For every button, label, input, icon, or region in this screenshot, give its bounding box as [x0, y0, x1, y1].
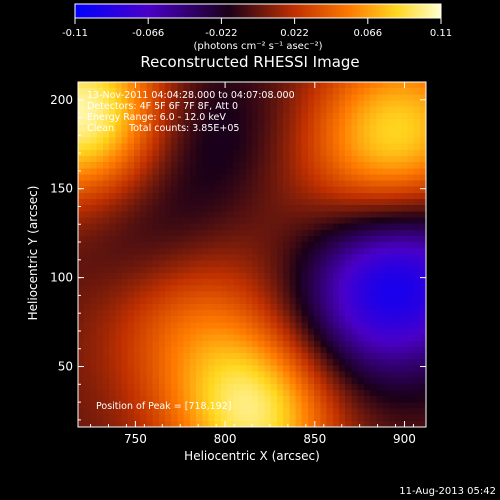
y-tick-label: 200 — [50, 93, 73, 107]
y-tick-label: 150 — [50, 182, 73, 196]
info-time-range: 13-Nov-2011 04:04:28.000 to 04:07:08.000 — [87, 90, 295, 101]
plot-area: 750 800 850 900 50 100 150 200 — [50, 81, 427, 446]
y-tick-label: 50 — [58, 360, 73, 374]
colorbar-tick-label: -0.066 — [132, 28, 164, 39]
info-detectors: Detectors: 4F 5F 6F 7F 8F, Att 0 — [87, 101, 238, 112]
colorbar: -0.11 -0.066 -0.022 0.022 0.066 0.11 (photons… — [62, 3, 452, 52]
info-counts: Clean Total counts: 3.85E+05 — [87, 123, 239, 134]
x-axis: 750 800 850 900 — [90, 82, 416, 446]
x-tick-label: 850 — [303, 432, 326, 446]
colorbar-unit-label: (photons cm⁻² s⁻¹ asec⁻²) — [193, 41, 322, 52]
info-energy-range: Energy Range: 6.0 - 12.0 keV — [87, 112, 226, 123]
colorbar-tick-label: 0.066 — [353, 28, 382, 39]
x-axis-label: Heliocentric X (arcsec) — [184, 449, 320, 463]
footer-date: 11-Aug-2013 05:42 — [399, 486, 496, 497]
chart-title: Reconstructed RHESSI Image — [140, 53, 359, 71]
y-axis-label: Heliocentric Y (arcsec) — [26, 186, 40, 321]
info-overlay: 13-Nov-2011 04:04:28.000 to 04:07:08.000… — [87, 90, 295, 412]
colorbar-tick-label: 0.022 — [280, 28, 309, 39]
colorbar-tick-label: 0.11 — [430, 28, 452, 39]
y-axis: 50 100 150 200 — [50, 81, 426, 421]
info-peak-position: Position of Peak = [718,192] — [96, 401, 231, 412]
colorbar-gradient — [74, 3, 442, 19]
y-tick-label: 100 — [50, 271, 73, 285]
x-tick-label: 900 — [393, 432, 416, 446]
x-tick-label: 800 — [214, 432, 237, 446]
colorbar-tick-label: -0.11 — [62, 28, 88, 39]
x-tick-label: 750 — [124, 432, 147, 446]
colorbar-ticks: -0.11 -0.066 -0.022 0.022 0.066 0.11 — [62, 18, 452, 39]
heatmap-image — [78, 82, 426, 427]
colorbar-tick-label: -0.022 — [205, 28, 237, 39]
